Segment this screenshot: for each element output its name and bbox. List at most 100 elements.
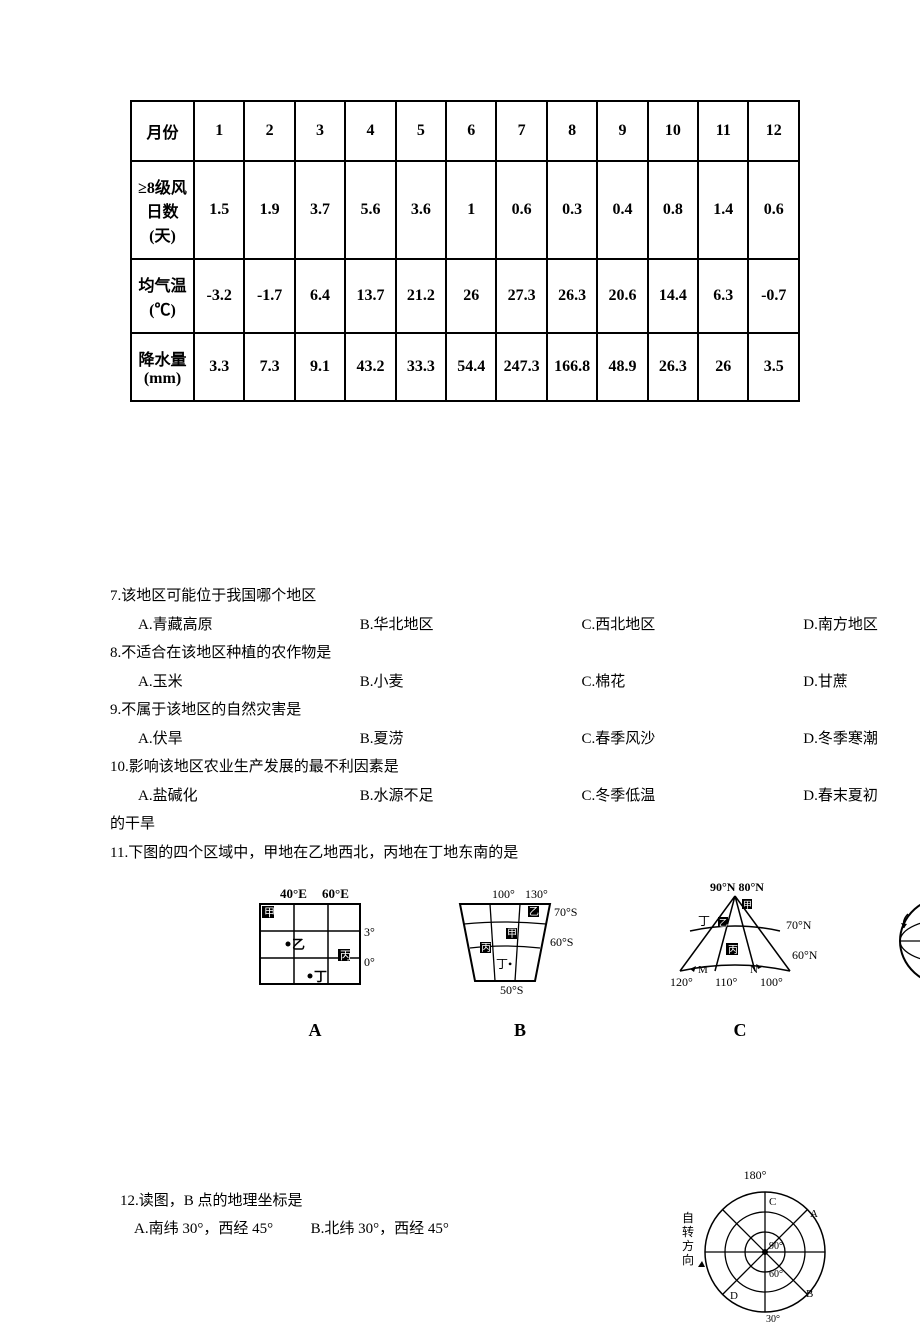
q7-opt-d: D.南方地区 (803, 611, 920, 640)
map-c-lon3: 100° (760, 975, 783, 989)
cell: -1.7 (244, 259, 294, 333)
map-a: 40°E 60°E 3° 0° 甲 乙 丙 丁 A (250, 886, 380, 1047)
map-c-axis-m: M (698, 964, 708, 976)
q12-opt-a: A.南纬 30°，西经 45° (134, 1221, 273, 1237)
cell: 0.8 (648, 161, 698, 259)
q12-side-label: 自转方向 (682, 1211, 694, 1267)
row-label-precip: 降水量(mm) (131, 333, 194, 401)
row-label-temp: 均气温(℃) (131, 259, 194, 333)
map-a-pt3: 丙 (340, 950, 351, 962)
cell: 26.3 (648, 333, 698, 401)
cell: 13.7 (345, 259, 395, 333)
cell: 0.6 (496, 161, 546, 259)
map-c-pt3: 丙 (728, 945, 738, 956)
cell: 26 (698, 333, 748, 401)
q10-opt-d: D.春末夏初 (803, 782, 920, 811)
cell: 26.3 (547, 259, 597, 333)
q12-text: 12.读图，B 点的地理坐标是 A.南纬 30°，西经 45° B.北纬 30°… (120, 1187, 449, 1244)
q10-stem: 10.影响该地区农业生产发展的最不利因素是 (110, 753, 920, 782)
cell: 1 (446, 161, 496, 259)
cell: 6.4 (295, 259, 345, 333)
q12-svg: 180° C A B D 90° 60° 30° 自转方向 (670, 1167, 840, 1327)
q8-stem: 8.不适合在该地区种植的农作物是 (110, 639, 920, 668)
map-b-pt1: 甲 (507, 929, 517, 940)
cell: 0.3 (547, 161, 597, 259)
map-b-pt4: 丁• (496, 957, 512, 971)
cell: 166.8 (547, 333, 597, 401)
map-a-pt2: 乙 (292, 937, 305, 952)
month-col: 9 (597, 101, 647, 161)
q10-tail: 的干旱 (110, 810, 920, 839)
map-a-lat2: 0° (364, 955, 375, 969)
map-b-lat3: 50°S (500, 983, 523, 996)
map-b: 100° 130° 70°S 60°S 50°S 乙 甲 丙 丁• B (450, 886, 590, 1047)
cell: 3.3 (194, 333, 244, 401)
q9-options: A.伏旱 B.夏涝 C.春季风沙 D.冬季寒潮 (110, 725, 920, 754)
climate-table: 月份 1 2 3 4 5 6 7 8 9 10 11 12 ≥8级风日数(天) … (130, 100, 800, 402)
month-col: 8 (547, 101, 597, 161)
cell: 0.6 (748, 161, 799, 259)
q10-options: A.盐碱化 B.水源不足 C.冬季低温 D.春末夏初 (110, 782, 920, 811)
q8-opt-d: D.甘蔗 (803, 668, 920, 697)
month-col: 10 (648, 101, 698, 161)
q7-options: A.青藏高原 B.华北地区 C.西北地区 D.南方地区 (110, 611, 920, 640)
q9-opt-b: B.夏涝 (360, 725, 578, 754)
q10-opt-b: B.水源不足 (360, 782, 578, 811)
month-col: 11 (698, 101, 748, 161)
map-c-lon1: 120° (670, 975, 693, 989)
cell: 20.6 (597, 259, 647, 333)
map-a-svg: 40°E 60°E 3° 0° 甲 乙 丙 丁 (250, 886, 380, 996)
q8-opt-c: C.棉花 (582, 668, 800, 697)
q12-inner-90: 90° (769, 1241, 783, 1252)
map-c: 90°N 80°N 70°N 60°N 120° 110° 100° 甲 乙 丁… (660, 881, 820, 1047)
cell: 33.3 (396, 333, 446, 401)
cell: 27.3 (496, 259, 546, 333)
cell: 54.4 (446, 333, 496, 401)
map-b-pt2: 乙 (529, 906, 539, 918)
q11-stem: 11.下图的四个区域中，甲地在乙地西北，丙地在丁地东南的是 (110, 839, 920, 868)
map-c-pt1: 甲 (743, 900, 752, 910)
table-row: ≥8级风日数(天) 1.5 1.9 3.7 5.6 3.6 1 0.6 0.3 … (131, 161, 799, 259)
cell: 43.2 (345, 333, 395, 401)
cell: 0.4 (597, 161, 647, 259)
cell: 9.1 (295, 333, 345, 401)
q9-opt-d: D.冬季寒潮 (803, 725, 920, 754)
q7-opt-a: A.青藏高原 (138, 611, 356, 640)
q12-pt-b: B (806, 1288, 813, 1300)
q12-inner-60: 60° (769, 1269, 783, 1280)
cell: 7.3 (244, 333, 294, 401)
map-b-lat1: 70°S (554, 905, 577, 919)
q7-opt-b: B.华北地区 (360, 611, 578, 640)
map-a-lat1: 3° (364, 925, 375, 939)
q12-diagram: 180° C A B D 90° 60° 30° 自转方向 (670, 1167, 840, 1332)
q8-opt-b: B.小麦 (360, 668, 578, 697)
month-col: 7 (496, 101, 546, 161)
map-a-lon2: 60°E (322, 886, 349, 901)
row-label-wind: ≥8级风日数(天) (131, 161, 194, 259)
q12-inner-30: 30° (766, 1314, 780, 1325)
header-month-label: 月份 (131, 101, 194, 161)
map-d: 甲 丙 乙 丁 D (890, 886, 920, 1047)
table-row: 降水量(mm) 3.3 7.3 9.1 43.2 33.3 54.4 247.3… (131, 333, 799, 401)
q7-stem: 7.该地区可能位于我国哪个地区 (110, 582, 920, 611)
cell: 1.5 (194, 161, 244, 259)
q12-top-label: 180° (744, 1168, 767, 1182)
cell: 3.6 (396, 161, 446, 259)
cell: 48.9 (597, 333, 647, 401)
month-col: 2 (244, 101, 294, 161)
table-row: 均气温(℃) -3.2 -1.7 6.4 13.7 21.2 26 27.3 2… (131, 259, 799, 333)
q8-options: A.玉米 B.小麦 C.棉花 D.甘蔗 (110, 668, 920, 697)
map-c-pt4: 丁 (698, 914, 710, 928)
q9-opt-a: A.伏旱 (138, 725, 356, 754)
q12-pt-d: D (730, 1290, 738, 1302)
q7-opt-c: C.西北地区 (582, 611, 800, 640)
month-col: 1 (194, 101, 244, 161)
map-b-label: B (450, 1013, 590, 1047)
month-col: 12 (748, 101, 799, 161)
cell: 21.2 (396, 259, 446, 333)
q12-opt-b: B.北纬 30°，西经 45° (311, 1221, 449, 1237)
map-c-lat2: 60°N (792, 948, 818, 962)
cell: 14.4 (648, 259, 698, 333)
map-d-svg: 甲 丙 乙 丁 (890, 886, 920, 996)
map-a-pt1: 甲 (264, 907, 275, 919)
